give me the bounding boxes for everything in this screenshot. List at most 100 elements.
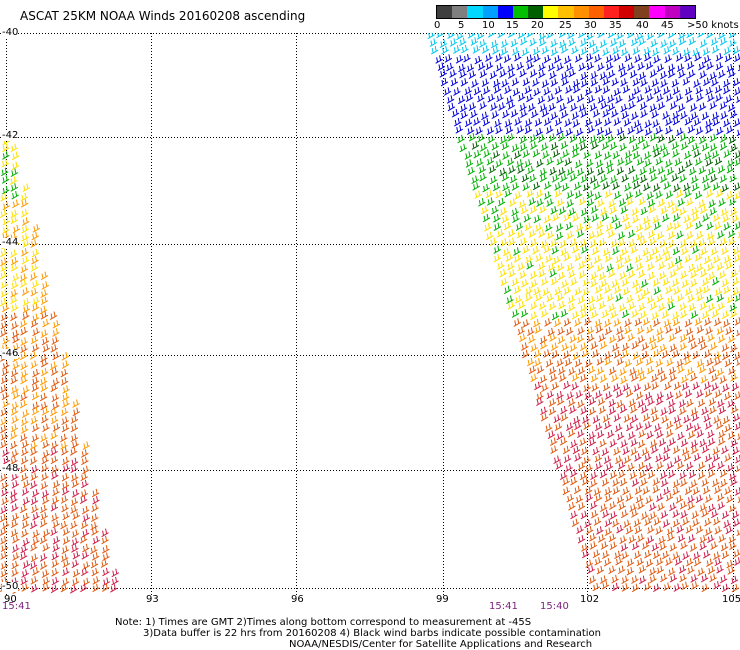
wind-barb [574, 453, 582, 462]
wind-barb [101, 583, 110, 592]
wind-barb [677, 533, 686, 543]
wind-barb [513, 247, 521, 256]
wind-barb [645, 253, 654, 263]
wind-barb [52, 480, 61, 489]
wind-barb [21, 529, 29, 538]
wind-barb [594, 493, 603, 503]
wind-barb [671, 141, 680, 150]
wind-barb [721, 278, 730, 288]
wind-barb [695, 126, 704, 136]
wind-barb [100, 559, 109, 568]
wind-barb [609, 541, 618, 551]
wind-barb [599, 575, 608, 584]
wind-barb [685, 525, 694, 534]
wind-barb [70, 464, 78, 474]
wind-barb [730, 438, 739, 448]
wind-barb [31, 256, 39, 265]
wind-barb [718, 534, 726, 543]
wind-barb [733, 413, 740, 422]
wind-barb [589, 135, 598, 144]
wind-barb [447, 102, 456, 112]
wind-barb [580, 406, 588, 415]
wind-barb [620, 509, 629, 519]
wind-barb [540, 413, 549, 422]
wind-barb [709, 133, 718, 143]
wind-barb [628, 135, 637, 144]
wind-barb [1, 487, 9, 497]
wind-barb [1, 175, 10, 184]
wind-barb [541, 383, 549, 393]
wind-barb [728, 69, 736, 78]
wind-barb [657, 101, 666, 111]
wind-barb [550, 437, 558, 446]
wind-barb [475, 126, 483, 136]
wind-barb [21, 208, 29, 218]
wind-barb [722, 383, 730, 393]
wind-barb [562, 477, 570, 486]
wind-barb [52, 377, 60, 387]
wind-barb [691, 175, 699, 184]
wind-barb [667, 63, 676, 73]
wind-barb [620, 78, 628, 87]
wind-barb [653, 86, 661, 95]
wind-barb [725, 261, 733, 270]
wind-barb [520, 36, 528, 46]
wind-barb [611, 109, 619, 118]
wind-barb [564, 118, 572, 128]
wind-barb [618, 501, 626, 511]
wind-barb [663, 582, 671, 591]
wind-barb [629, 471, 638, 480]
wind-barb [729, 503, 737, 513]
wind-barb [71, 440, 79, 449]
wind-barb [664, 54, 672, 64]
wind-barb [82, 543, 90, 553]
wind-barb [620, 103, 628, 113]
wind-barb [683, 214, 692, 224]
wind-barb [518, 300, 526, 310]
wind-barb [685, 94, 694, 103]
wind-barb [583, 215, 591, 224]
wind-barb [538, 62, 546, 72]
wind-barb [562, 149, 570, 159]
wind-barb [588, 431, 596, 440]
wind-barb [634, 525, 643, 535]
wind-barb [11, 191, 19, 200]
wind-barb [541, 45, 550, 55]
wind-barb [656, 327, 664, 336]
wind-barb [724, 486, 732, 496]
wind-barb [517, 165, 525, 174]
wind-barb [511, 207, 519, 217]
wind-barb [698, 102, 707, 112]
wind-barb [29, 561, 38, 570]
wind-barb [602, 181, 610, 190]
wind-barb [9, 249, 18, 259]
wind-barb [616, 399, 624, 409]
wind-barb [608, 366, 617, 376]
wind-barb [561, 77, 570, 87]
wind-barb [507, 301, 516, 310]
wind-barb [535, 253, 543, 263]
wind-barb [570, 103, 578, 112]
wind-barb [580, 38, 588, 47]
wind-barb [699, 341, 708, 351]
wind-barb [555, 231, 564, 241]
wind-barb [635, 262, 644, 271]
wind-barb [71, 577, 80, 587]
wind-barb [568, 398, 576, 407]
wind-barb [499, 268, 507, 278]
wind-barb [511, 143, 520, 153]
wind-barb [718, 405, 727, 415]
wind-barb [607, 229, 616, 239]
wind-barb [707, 333, 715, 343]
wind-barb [615, 455, 623, 465]
wind-barb [566, 95, 575, 104]
wind-barb [539, 103, 548, 113]
wind-barb [652, 278, 661, 287]
wind-barb [688, 303, 697, 312]
wind-barb [705, 294, 714, 304]
wind-barb [545, 125, 554, 134]
wind-barb [41, 407, 50, 416]
wind-barb [732, 287, 740, 296]
wind-barb [631, 37, 639, 47]
wind-barb [621, 583, 630, 592]
